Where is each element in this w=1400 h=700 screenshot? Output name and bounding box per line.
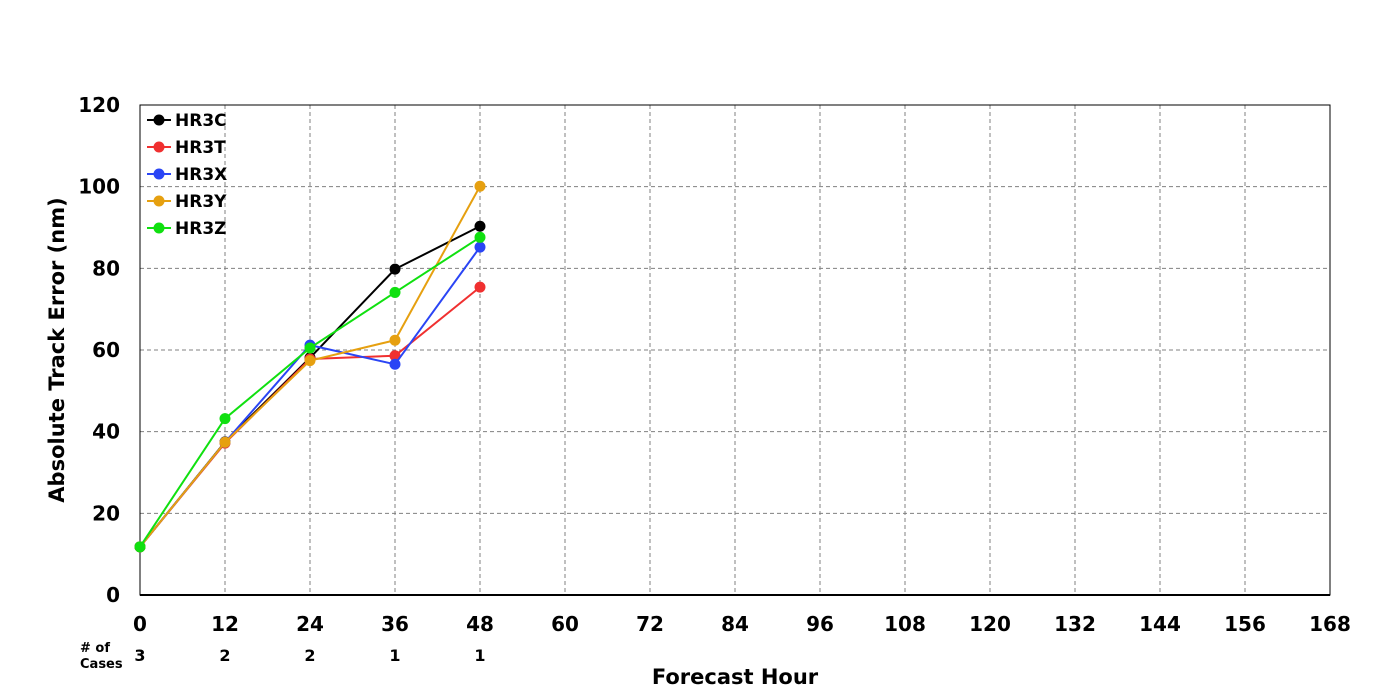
x-tick-label: 168 <box>1309 612 1351 636</box>
data-point <box>474 231 486 243</box>
data-point <box>304 342 316 354</box>
case-count: 2 <box>219 646 230 665</box>
legend-label: HR3Z <box>175 219 226 239</box>
legend: HR3C HR3T HR3X HR3Y HR3Z <box>147 111 227 239</box>
y-axis-title: Absolute Track Error (nm) <box>45 197 69 502</box>
data-point <box>474 241 486 253</box>
y-tick-label: 120 <box>78 93 120 117</box>
data-point <box>219 436 231 448</box>
x-tick-label: 24 <box>296 612 324 636</box>
x-axis-title: Forecast Hour <box>652 665 819 689</box>
x-tick-label: 12 <box>211 612 239 636</box>
x-tick-label: 156 <box>1224 612 1266 636</box>
legend-item: HR3T <box>147 138 226 158</box>
data-point <box>474 220 486 232</box>
x-tick-label: 36 <box>381 612 409 636</box>
x-tick-label: 132 <box>1054 612 1096 636</box>
x-tick-label: 48 <box>466 612 494 636</box>
case-count: 1 <box>389 646 400 665</box>
x-tick-label: 84 <box>721 612 749 636</box>
data-point <box>474 281 486 293</box>
y-tick-label: 20 <box>92 501 120 525</box>
y-tick-label: 40 <box>92 420 120 444</box>
legend-marker <box>153 141 165 153</box>
x-tick-label: 96 <box>806 612 834 636</box>
cases-label: # of <box>80 641 110 656</box>
x-tick-label: 60 <box>551 612 579 636</box>
cases-row: # of Cases 3 2 2 1 1 <box>80 641 486 672</box>
y-tick-label: 0 <box>106 583 120 607</box>
data-point <box>219 413 231 425</box>
legend-item: HR3Z <box>147 219 226 239</box>
y-tick-label: 100 <box>78 175 120 199</box>
data-point <box>474 180 486 192</box>
data-point <box>389 350 401 362</box>
x-tick-label: 144 <box>1139 612 1181 636</box>
x-tick-label: 72 <box>636 612 664 636</box>
legend-marker <box>153 222 165 234</box>
legend-marker <box>153 168 165 180</box>
data-point <box>304 355 316 367</box>
y-tick-labels: 0 20 40 60 80 100 120 <box>78 93 120 607</box>
legend-label: HR3T <box>175 138 226 158</box>
y-tick-label: 60 <box>92 338 120 362</box>
series-line <box>139 246 481 548</box>
grid <box>140 105 1330 595</box>
data-point <box>134 541 146 553</box>
data-point <box>389 358 401 370</box>
legend-marker <box>153 114 165 126</box>
legend-item: HR3Y <box>147 192 227 212</box>
y-tick-label: 80 <box>92 256 120 280</box>
case-count: 2 <box>304 646 315 665</box>
series-hr3z <box>134 231 486 553</box>
legend-item: HR3X <box>147 165 227 185</box>
data-point <box>389 286 401 298</box>
data-point <box>389 334 401 346</box>
x-tick-label: 108 <box>884 612 926 636</box>
data-point <box>389 263 401 275</box>
x-tick-label: 0 <box>133 612 147 636</box>
legend-item: HR3C <box>147 111 227 131</box>
x-tick-labels: 0 12 24 36 48 60 72 84 96 108 120 132 144 156 168 <box>133 612 1351 636</box>
case-count: 3 <box>134 646 145 665</box>
cases-label: Cases <box>80 657 123 672</box>
legend-label: HR3Y <box>175 192 227 212</box>
legend-marker <box>153 195 165 207</box>
legend-label: HR3X <box>175 165 227 185</box>
legend-label: HR3C <box>175 111 227 131</box>
case-count: 1 <box>474 646 485 665</box>
x-tick-label: 120 <box>969 612 1011 636</box>
series-layer <box>134 180 486 553</box>
